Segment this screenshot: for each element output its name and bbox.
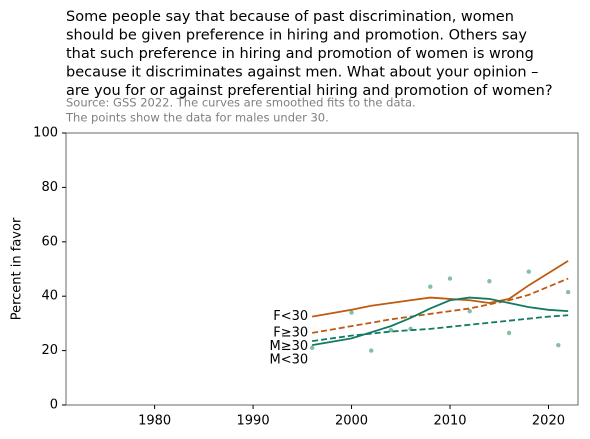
data-point (369, 348, 374, 353)
y-tick-label: 100 (33, 126, 58, 141)
y-tick-label: 20 (41, 343, 58, 358)
series-label: F<30 (273, 309, 308, 324)
series-line (312, 296, 569, 347)
data-point (428, 284, 433, 289)
y-tick-label: 0 (50, 398, 58, 413)
y-tick-label: 60 (41, 234, 58, 249)
y-tick-label: 80 (41, 180, 58, 195)
chart-title: because it discriminates against men. Wh… (66, 65, 538, 81)
x-tick-label: 1990 (237, 414, 270, 429)
x-tick-label: 2020 (532, 414, 565, 429)
series-line (312, 314, 569, 342)
data-point (556, 342, 561, 348)
chart-title: Some people say that because of past dis… (66, 9, 514, 25)
chart-title: are you for or against preferential hiri… (66, 83, 553, 99)
x-tick-label: 2010 (433, 414, 466, 429)
data-point (565, 289, 571, 295)
series-line (312, 260, 569, 318)
plot-frame (65, 132, 579, 406)
data-point (388, 328, 394, 333)
series-line (312, 277, 569, 334)
y-axis-label: Percent in favor (10, 217, 25, 320)
chart-subtitle: Source: GSS 2022. The curves are smoothe… (66, 96, 416, 110)
series-label: F≥30 (273, 325, 308, 340)
x-tick-label: 1980 (138, 414, 171, 429)
series-label: M<30 (269, 352, 308, 367)
data-point (309, 345, 315, 351)
data-point (447, 276, 453, 281)
chart-title: that such preference in hiring and promo… (66, 46, 534, 62)
data-point (487, 279, 492, 284)
y-tick-label: 40 (41, 289, 58, 304)
x-tick-label: 2000 (335, 414, 368, 429)
data-point (467, 308, 472, 314)
series-label: M≥30 (269, 339, 308, 354)
data-point (349, 310, 354, 315)
chart-subtitle: The points show the data for males under… (65, 111, 329, 125)
chart-title: should be given preference in hiring and… (66, 28, 527, 44)
data-point (526, 269, 531, 274)
data-point (506, 330, 512, 336)
